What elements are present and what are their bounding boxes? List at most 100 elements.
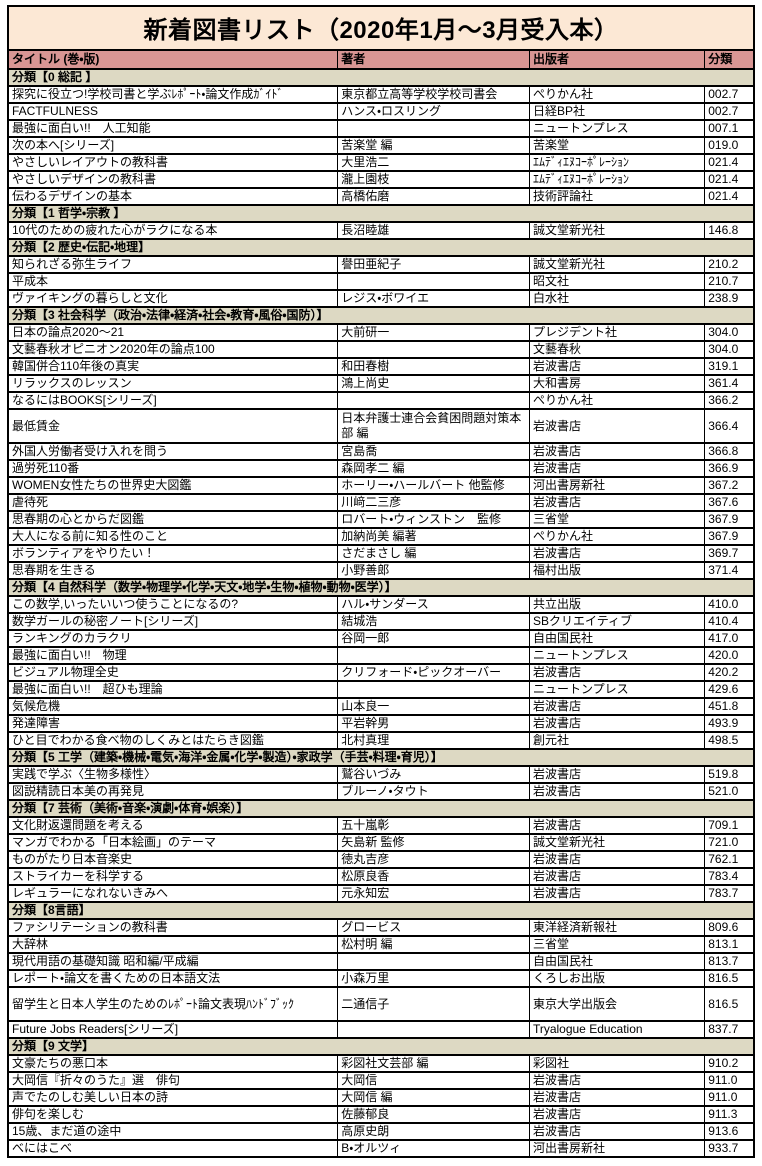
book-author	[337, 340, 530, 359]
book-author: 二通信子	[337, 986, 530, 1022]
book-publisher: 岩波書店	[528, 765, 706, 784]
table-row: 俳句を楽しむ 佐藤郁良 岩波書店 911.3	[7, 1105, 755, 1124]
column-header-classification: 分類	[704, 49, 755, 70]
book-title: マンガでわかる「日本絵画」のテーマ	[7, 833, 339, 852]
book-title: 次の本へ[シリーズ]	[7, 136, 339, 155]
category-label: 分類【3 社会科学（政治・法律・経済・社会・教育・風俗・国防）】	[7, 306, 755, 325]
book-classification: 783.4	[704, 867, 755, 886]
book-publisher: 岩波書店	[528, 816, 706, 835]
book-author: 松村明 編	[337, 935, 530, 954]
book-author: 大里浩二	[337, 153, 530, 172]
book-classification: 813.7	[704, 952, 755, 971]
table-row: レポート・論文を書くための日本語文法 小森万里 くろしお出版 816.5	[7, 969, 755, 988]
book-publisher: 河出書房新社	[528, 1139, 706, 1158]
book-classification: 721.0	[704, 833, 755, 852]
table-row: Future Jobs Readers[シリーズ] Tryalogue Educa…	[7, 1020, 755, 1039]
table-row: なるにはBOOKS[シリーズ] ぺりかん社 366.2	[7, 391, 755, 410]
table-row: WOMEN女性たちの世界史大図鑑 ホーリー・ハールバート 他監修 河出書房新社 367…	[7, 476, 755, 495]
book-title: ひと目でわかる食べ物のしくみとはたらき図鑑	[7, 731, 339, 750]
book-title: ものがたり日本音楽史	[7, 850, 339, 869]
book-classification: 809.6	[704, 918, 755, 937]
book-author: 高橋佑磨	[337, 187, 530, 206]
book-author	[337, 391, 530, 410]
book-title: 10代のための疲れた心がラクになる本	[7, 221, 339, 240]
book-publisher: 東洋経済新報社	[528, 918, 706, 937]
book-publisher: 岩波書店	[528, 884, 706, 903]
book-author: 佐藤郁良	[337, 1105, 530, 1124]
book-author: ロバート・ウィンストン 監修	[337, 510, 530, 529]
book-publisher: 三省堂	[528, 510, 706, 529]
category-label: 分類【9 文学】	[7, 1037, 755, 1056]
book-author: 小森万里	[337, 969, 530, 988]
book-classification: 366.2	[704, 391, 755, 410]
book-publisher: 共立出版	[528, 595, 706, 614]
book-classification: 429.6	[704, 680, 755, 699]
table-row: ストライカーを科学する 松原良香 岩波書店 783.4	[7, 867, 755, 886]
book-classification: 910.2	[704, 1054, 755, 1073]
book-publisher: Tryalogue Education	[528, 1020, 706, 1039]
book-author: 和田春樹	[337, 357, 530, 376]
table-row: 実践で学ぶ〈生物多様性〉 鷲谷いづみ 岩波書店 519.8	[7, 765, 755, 784]
book-classification: 366.8	[704, 442, 755, 461]
book-title: Future Jobs Readers[シリーズ]	[7, 1020, 339, 1039]
book-publisher: ニュートンプレス	[528, 646, 706, 665]
book-author: 矢島新 監修	[337, 833, 530, 852]
book-author: 日本弁護士連合会貧困問題対策本部 編	[337, 408, 530, 444]
book-publisher: 技術評論社	[528, 187, 706, 206]
book-classification: 019.0	[704, 136, 755, 155]
book-publisher: 自由国民社	[528, 952, 706, 971]
book-publisher: ｴﾑﾃﾞｨｴﾇｺｰﾎﾟﾚｰｼｮﾝ	[528, 170, 706, 189]
category-row: 分類【1 哲学・宗教 】	[7, 204, 755, 223]
book-classification: 361.4	[704, 374, 755, 393]
book-author: 瀧上園枝	[337, 170, 530, 189]
book-publisher: ニュートンプレス	[528, 680, 706, 699]
table-row: 最強に面白い!! 物理 ニュートンプレス 420.0	[7, 646, 755, 665]
book-publisher: ぺりかん社	[528, 527, 706, 546]
book-author: 大岡信	[337, 1071, 530, 1090]
book-author: 徳丸吉彦	[337, 850, 530, 869]
book-classification: 366.4	[704, 408, 755, 444]
book-publisher: 岩波書店	[528, 459, 706, 478]
book-classification: 498.5	[704, 731, 755, 750]
table-row: 日本の論点2020～21 大前研一 プレジデント社 304.0	[7, 323, 755, 342]
table-row: 韓国併合110年後の真実 和田春樹 岩波書店 319.1	[7, 357, 755, 376]
book-author: 小野善郎	[337, 561, 530, 580]
book-publisher: 岩波書店	[528, 357, 706, 376]
book-classification: 837.7	[704, 1020, 755, 1039]
table-row: ボランティアをやりたい！ さだまさし 編岩波書店 369.7	[7, 544, 755, 563]
book-classification: 367.9	[704, 527, 755, 546]
book-classification: 002.7	[704, 85, 755, 104]
table-row: 留学生と日本人学生のためのﾚﾎﾟｰﾄ論文表現ﾊﾝﾄﾞﾌﾞｯｸ 二通信子 東京大学出版…	[7, 986, 755, 1022]
table-row: 文藝春秋オピニオン2020年の論点100 文藝春秋 304.0	[7, 340, 755, 359]
table-row: 10代のための疲れた心がラクになる本 長沼睦雄 誠文堂新光社 146.8	[7, 221, 755, 240]
category-row: 分類【5 工学（建築・機械・電気・海洋・金属・化学・製造）・家政学（手芸・料理・…	[7, 748, 755, 767]
book-classification: 367.2	[704, 476, 755, 495]
book-publisher: 文藝春秋	[528, 340, 706, 359]
book-title: WOMEN女性たちの世界史大図鑑	[7, 476, 339, 495]
book-publisher: 日経BP社	[528, 102, 706, 121]
table-row: 外国人労働者受け入れを問う 宮島喬 岩波書店 366.8	[7, 442, 755, 461]
category-row: 分類【4 自然科学（数学・物理学・化学・天文・地学・生物・植物・動物・医学）】	[7, 578, 755, 597]
book-author: 東京都立高等学校学校司書会	[337, 85, 530, 104]
table-row: 思春期の心とからだ図鑑 ロバート・ウィンストン 監修 三省堂 367.9	[7, 510, 755, 529]
table-row: やさしいデザインの教科書 瀧上園枝 ｴﾑﾃﾞｨｴﾇｺｰﾎﾟﾚｰｼｮﾝ 021.4	[7, 170, 755, 189]
book-author: 大岡信 編	[337, 1088, 530, 1107]
book-title: 文豪たちの悪口本	[7, 1054, 339, 1073]
table-row: 探究に役立つ!学校司書と学ぶﾚﾎﾟｰﾄ・論文作成ｶﾞｲﾄﾞ 東京都立高等学校学校司…	[7, 85, 755, 104]
book-classification: 417.0	[704, 629, 755, 648]
book-title: 声でたのしむ美しい日本の詩	[7, 1088, 339, 1107]
book-title: ファシリテーションの教科書	[7, 918, 339, 937]
table-row: 声でたのしむ美しい日本の詩 大岡信 編岩波書店 911.0	[7, 1088, 755, 1107]
book-classification: 911.3	[704, 1105, 755, 1124]
book-classification: 304.0	[704, 323, 755, 342]
book-title: 15歳、まだ道の途中	[7, 1122, 339, 1141]
book-title: 最強に面白い!! 人工知能	[7, 119, 339, 138]
book-classification: 420.0	[704, 646, 755, 665]
table-row: 15歳、まだ道の途中 高原史朗 岩波書店 913.6	[7, 1122, 755, 1141]
table-row: 大辞林 松村明 編三省堂 813.1	[7, 935, 755, 954]
table-row: 最低賃金 日本弁護士連合会貧困問題対策本部 編岩波書店 366.4	[7, 408, 755, 444]
book-title: 数学ガールの秘密ノート[シリーズ]	[7, 612, 339, 631]
book-title: 日本の論点2020～21	[7, 323, 339, 342]
book-classification: 493.9	[704, 714, 755, 733]
